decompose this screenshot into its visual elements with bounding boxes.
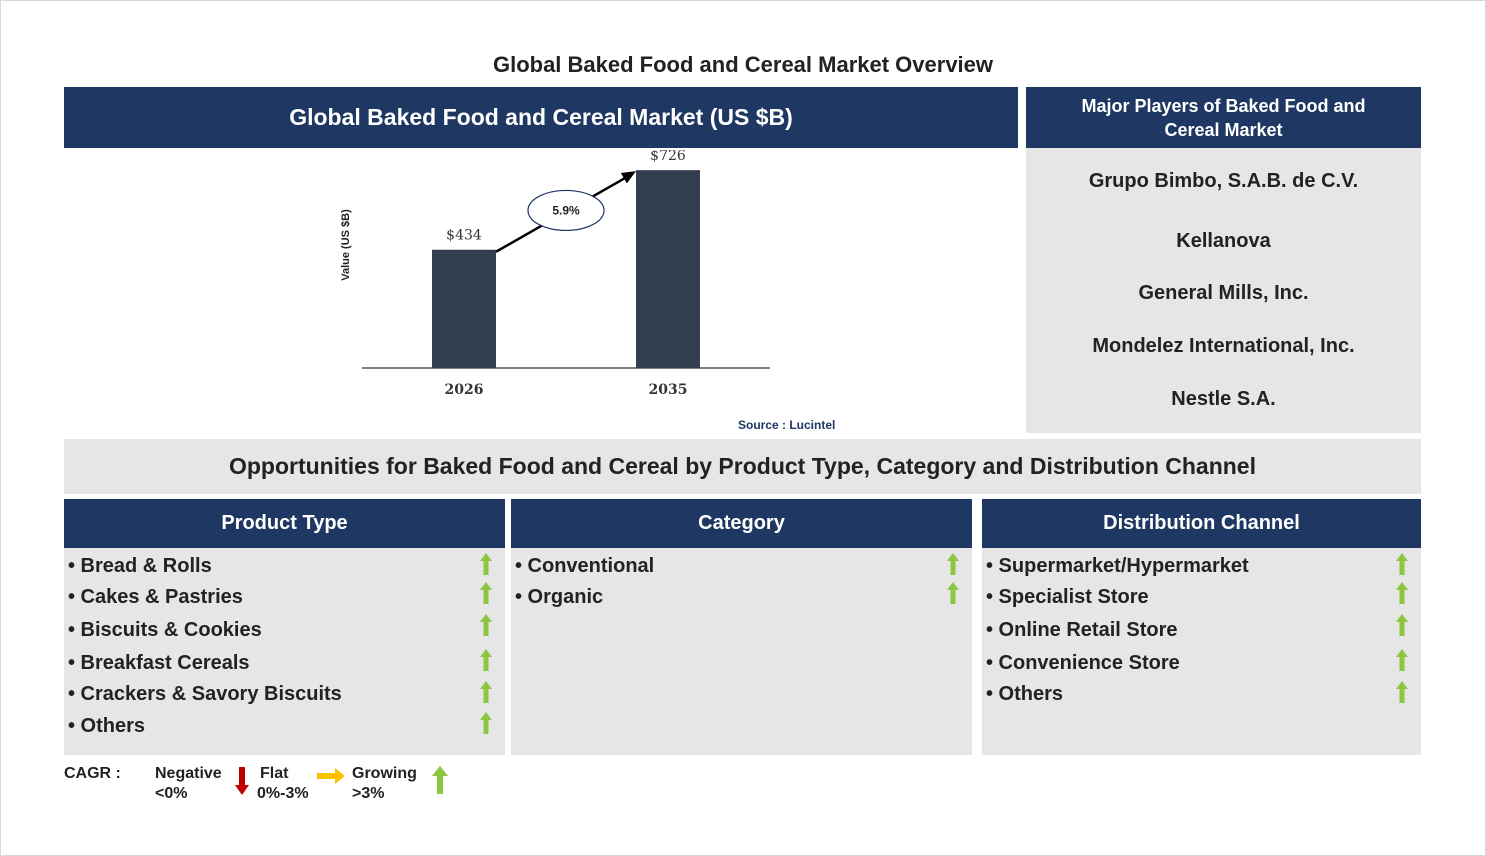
down-arrow-icon — [235, 767, 249, 795]
list-item: • Breakfast Cereals — [68, 652, 250, 674]
legend-negative: Negative <0% — [155, 764, 222, 804]
legend-flat: Flat 0%-3% — [257, 764, 309, 804]
up-arrow-icon — [947, 582, 959, 604]
bar-2026 — [432, 249, 496, 368]
legend-growing: Growing >3% — [352, 764, 417, 804]
up-arrow-icon — [480, 553, 492, 575]
list-item: • Crackers & Savory Biscuits — [68, 683, 342, 705]
players-panel: Grupo Bimbo, S.A.B. de C.V. Kellanova Ge… — [1026, 148, 1421, 433]
player-item: Kellanova — [1176, 230, 1271, 252]
cagr-label: 5.9% — [552, 203, 580, 217]
list-item: • Cakes & Pastries — [68, 586, 243, 608]
legend-flat-title: Flat — [260, 765, 289, 782]
up-arrow-icon — [480, 614, 492, 636]
distribution-channel-header: Distribution Channel — [982, 499, 1421, 548]
list-item: • Bread & Rolls — [68, 555, 212, 577]
up-arrow-icon — [947, 553, 959, 575]
list-item: • Conventional — [515, 555, 655, 577]
category-panel: • Conventional • Organic — [511, 548, 972, 755]
player-item: Mondelez International, Inc. — [1092, 335, 1355, 357]
product-type-panel: • Bread & Rolls • Cakes & Pastries • Bis… — [64, 548, 505, 755]
right-arrow-icon — [317, 768, 345, 784]
y-axis-label: Value (US $B) — [340, 209, 352, 281]
bar-2035 — [636, 170, 700, 368]
page-title: Global Baked Food and Cereal Market Over… — [492, 52, 994, 77]
up-arrow-icon — [480, 582, 492, 604]
list-item: • Specialist Store — [986, 586, 1149, 608]
list-item: • Supermarket/Hypermarket — [986, 555, 1249, 577]
up-arrow-icon — [1396, 553, 1408, 575]
x-tick-label: 2026 — [445, 382, 484, 398]
opportunities-banner: Opportunities for Baked Food and Cereal … — [64, 439, 1421, 494]
market-bar-chart: Value (US $B) $434 2026 $726 2035 5.9% — [340, 150, 770, 398]
up-arrow-icon — [432, 766, 448, 794]
list-item: • Biscuits & Cookies — [68, 619, 262, 641]
up-arrow-icon — [1396, 614, 1408, 636]
cagr-bubble — [527, 189, 605, 232]
product-type-header: Product Type — [64, 499, 505, 548]
players-header-label: Major Players of Baked Food and Cereal M… — [1081, 95, 1366, 140]
legend-flat-range: 0%-3% — [257, 785, 309, 802]
category-header: Category — [511, 499, 972, 548]
player-item: Nestle S.A. — [1171, 388, 1276, 410]
list-item: • Others — [986, 683, 1064, 705]
source-note: Source : Lucintel — [738, 418, 836, 432]
up-arrow-icon — [480, 649, 492, 671]
up-arrow-icon — [480, 712, 492, 734]
up-arrow-icon — [1396, 582, 1408, 604]
legend-growing-range: >3% — [352, 785, 385, 802]
players-header: Major Players of Baked Food and Cereal M… — [1026, 87, 1421, 148]
legend-negative-range: <0% — [155, 785, 188, 802]
data-label: $434 — [446, 228, 482, 244]
up-arrow-icon — [480, 681, 492, 703]
distribution-channel-panel: • Supermarket/Hypermarket • Specialist S… — [982, 548, 1421, 755]
chart-header: Global Baked Food and Cereal Market (US … — [64, 87, 1018, 148]
list-item: • Organic — [515, 586, 604, 608]
legend-negative-title: Negative — [155, 765, 222, 782]
up-arrow-icon — [1396, 681, 1408, 703]
list-item: • Others — [68, 715, 146, 737]
up-arrow-icon — [1396, 649, 1408, 671]
legend-growing-title: Growing — [352, 765, 417, 782]
data-label: $726 — [650, 150, 686, 164]
legend-label: CAGR : — [64, 765, 121, 782]
cagr-arrow-head — [620, 171, 636, 184]
list-item: • Online Retail Store — [986, 619, 1178, 641]
player-item: General Mills, Inc. — [1138, 282, 1309, 304]
player-item: Grupo Bimbo, S.A.B. de C.V. — [1088, 170, 1359, 192]
x-tick-label: 2035 — [649, 382, 688, 398]
list-item: • Convenience Store — [986, 652, 1180, 674]
